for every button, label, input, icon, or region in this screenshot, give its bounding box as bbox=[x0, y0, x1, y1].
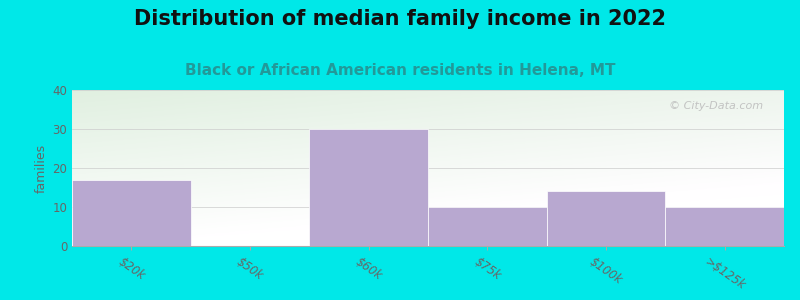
Text: © City-Data.com: © City-Data.com bbox=[669, 101, 762, 111]
Bar bbox=[666, 207, 784, 246]
Bar bbox=[310, 129, 428, 246]
Bar bbox=[72, 180, 190, 246]
Text: Distribution of median family income in 2022: Distribution of median family income in … bbox=[134, 9, 666, 29]
Bar bbox=[546, 191, 666, 246]
Text: Black or African American residents in Helena, MT: Black or African American residents in H… bbox=[185, 63, 615, 78]
Y-axis label: families: families bbox=[35, 143, 48, 193]
Bar bbox=[428, 207, 546, 246]
